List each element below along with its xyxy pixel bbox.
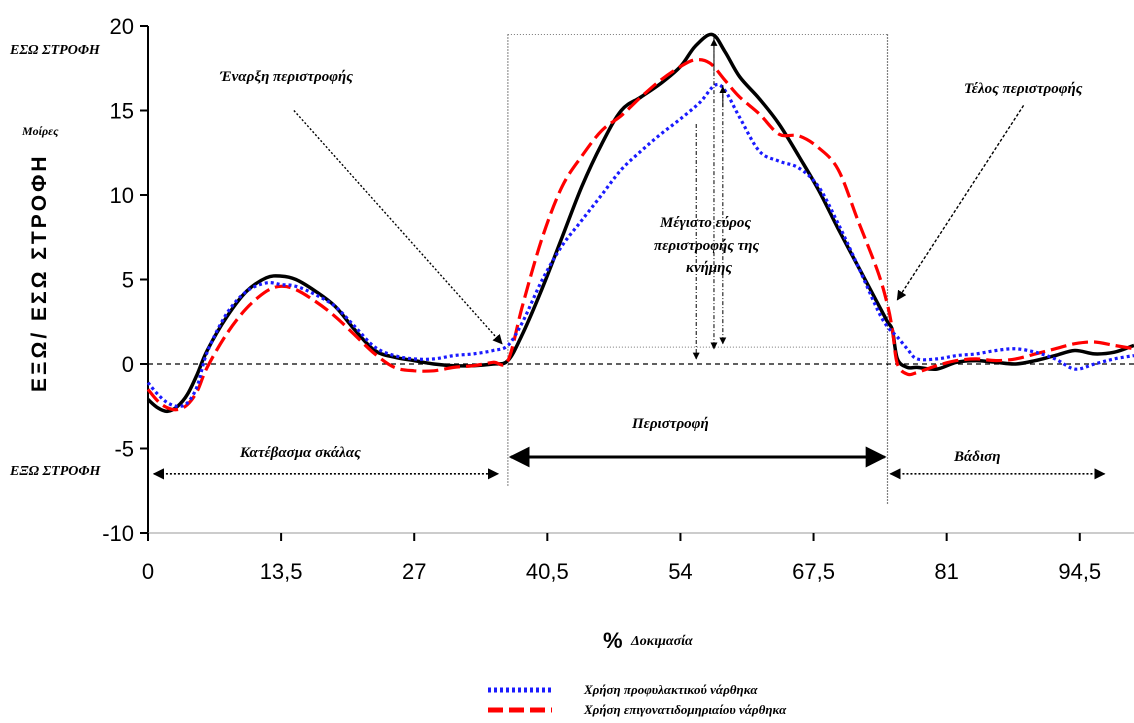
legend: Χρήση προφυλακτικού νάρθηκα Χρήση επιγον… (488, 682, 787, 717)
y-tick-label: 15 (110, 99, 134, 124)
annotations (152, 36, 1106, 480)
y-tick-label: 5 (122, 268, 134, 293)
legend-label-dashed: Χρήση επιγονατιδομηριαίου νάρθηκα (583, 702, 787, 717)
y-tick-label: -10 (102, 521, 134, 546)
end-rotation-arrow (896, 105, 1025, 301)
phase-label-descent: Κατέβασμα σκάλας (239, 445, 361, 461)
x-tick-label: 94,5 (1058, 559, 1101, 584)
y-axis-title: ΕΞΩ/ ΕΣΩ ΣΤΡΟΦΗ (28, 154, 51, 392)
y-top-label: ΕΣΩ ΣΤΡΟΦΗ (9, 43, 101, 58)
x-tick-label: 67,5 (792, 559, 835, 584)
x-axis-title: Δοκιμασία (630, 634, 693, 649)
series-line-solid (146, 32, 1134, 414)
x-tick-label: 13,5 (260, 559, 303, 584)
start-rotation-arrow (293, 110, 503, 345)
axes: -10 -5 0 5 10 15 20 0 13,5 27 40,5 54 67,5 81 94,5 (102, 14, 1134, 584)
x-tick-label: 54 (668, 559, 692, 584)
y-tick-label: 20 (110, 14, 134, 39)
y-bottom-label: ΕΞΩ ΣΤΡΟΦΗ (9, 464, 101, 479)
x-tick-label: 27 (402, 559, 426, 584)
annotation-max-range-3: κνήμης (686, 260, 732, 276)
x-axis-symbol: % (603, 628, 623, 653)
series-layer (146, 32, 1134, 414)
y-tick-label: 0 (122, 352, 134, 377)
series-line-dotted (146, 82, 1134, 408)
series-line-dashed (146, 58, 1134, 412)
y-tick-label: -5 (114, 437, 134, 462)
legend-label-dotted: Χρήση προφυλακτικού νάρθηκα (583, 682, 758, 697)
annotation-max-range-1: Μέγιστο εύρος (659, 215, 751, 231)
phase-label-walking: Βάδιση (953, 449, 1000, 465)
x-tick-label: 81 (934, 559, 958, 584)
annotation-end-rotation: Τέλος περιστροφής (964, 81, 1083, 97)
annotation-max-range-2: περιστροφής της (654, 238, 760, 254)
y-unit-label: Μοίρες (21, 124, 59, 138)
x-tick-label: 0 (142, 559, 154, 584)
annotation-start-rotation: Έναρξη περιστροφής (219, 69, 353, 85)
phase-guides (507, 33, 889, 505)
y-tick-label: 10 (110, 183, 134, 208)
phase-label-rotation: Περιστροφή (631, 416, 709, 432)
x-tick-label: 40,5 (526, 559, 569, 584)
